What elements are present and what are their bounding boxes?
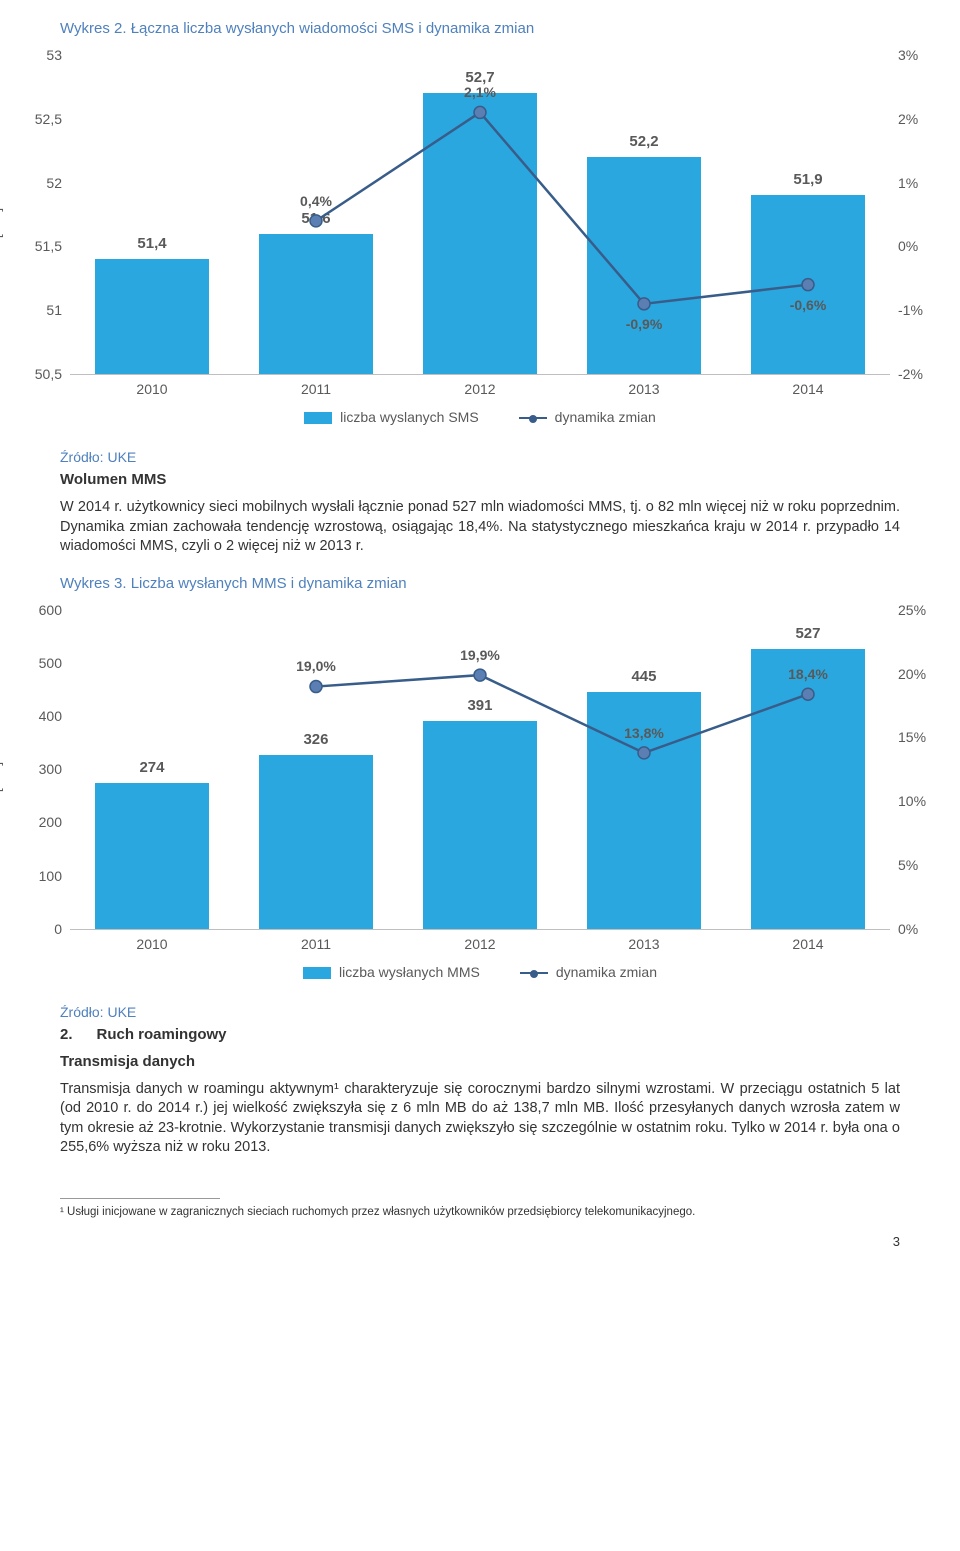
line-marker (310, 215, 322, 227)
line-marker (802, 279, 814, 291)
ytick-left: 100 (10, 868, 70, 884)
ytick-right: 0% (890, 921, 950, 937)
legend-line-label: dynamika zmian (556, 964, 657, 980)
chart1-yunit: [mld] (0, 207, 3, 237)
ytick-right: 5% (890, 857, 950, 873)
line-marker (310, 680, 322, 692)
chart2-source: Źródło: UKE (60, 1004, 900, 1020)
ytick-left: 0 (10, 921, 70, 937)
x-category: 2012 (398, 381, 562, 397)
ytick-right: 1% (890, 175, 950, 191)
x-category: 2010 (70, 936, 234, 952)
chart1-source: Źródło: UKE (60, 449, 900, 465)
ytick-left: 52,5 (10, 111, 70, 127)
section-2-title: Ruch roamingowy (97, 1026, 227, 1043)
x-category: 2011 (234, 381, 398, 397)
legend-line-label: dynamika zmian (555, 409, 656, 425)
legend-bar-swatch (304, 412, 332, 424)
x-category: 2014 (726, 936, 890, 952)
line-label: 19,0% (296, 658, 336, 674)
ytick-right: 0% (890, 238, 950, 254)
line-label: -0,6% (790, 297, 827, 313)
trend-line (316, 675, 808, 753)
line-label: 13,8% (624, 725, 664, 741)
ytick-right: -2% (890, 366, 950, 382)
ytick-right: -1% (890, 302, 950, 318)
transmisja-heading: Transmisja danych (60, 1053, 900, 1070)
chart1: [mld] 5352,55251,55150,5 3%2%1%0%-1%-2% … (70, 55, 890, 425)
ytick-right: 3% (890, 47, 950, 63)
ytick-left: 400 (10, 708, 70, 724)
footnote-separator (60, 1198, 220, 1199)
page-number: 3 (60, 1234, 900, 1249)
chart2-legend: liczba wysłanych MMS dynamika zmian (70, 964, 890, 980)
legend-bar-swatch (303, 967, 331, 979)
chart2-title: Wykres 3. Liczba wysłanych MMS i dynamik… (60, 575, 900, 592)
para-mms: W 2014 r. użytkownicy sieci mobilnych wy… (60, 498, 900, 557)
volumen-heading: Wolumen MMS (60, 471, 900, 488)
x-category: 2013 (562, 381, 726, 397)
section-2-heading: 2. Ruch roamingowy (60, 1026, 900, 1043)
chart2-yunit: [mln] (0, 762, 3, 792)
line-label: 2,1% (464, 84, 496, 100)
x-category: 2013 (562, 936, 726, 952)
line-label: 18,4% (788, 666, 828, 682)
line-marker (474, 669, 486, 681)
x-category: 2011 (234, 936, 398, 952)
ytick-left: 300 (10, 761, 70, 777)
line-marker (802, 688, 814, 700)
line-marker (638, 747, 650, 759)
ytick-right: 15% (890, 729, 950, 745)
chart2: [mln] 6005004003002001000 25%20%15%10%5%… (70, 610, 890, 980)
ytick-left: 200 (10, 814, 70, 830)
line-label: 0,4% (300, 193, 332, 209)
ytick-left: 50,5 (10, 366, 70, 382)
ytick-right: 10% (890, 793, 950, 809)
line-marker (474, 106, 486, 118)
ytick-right: 25% (890, 602, 950, 618)
chart1-title: Wykres 2. Łączna liczba wysłanych wiadom… (60, 20, 900, 37)
legend-line-swatch (520, 972, 548, 974)
line-label: -0,9% (626, 316, 663, 332)
ytick-left: 53 (10, 47, 70, 63)
trend-line (316, 112, 808, 303)
line-label: 19,9% (460, 647, 500, 663)
legend-line-swatch (519, 417, 547, 419)
ytick-right: 20% (890, 666, 950, 682)
ytick-left: 600 (10, 602, 70, 618)
ytick-left: 51 (10, 302, 70, 318)
ytick-left: 51,5 (10, 238, 70, 254)
x-category: 2012 (398, 936, 562, 952)
section-2-num: 2. (60, 1026, 73, 1043)
para-roaming: Transmisja danych w roamingu aktywnym¹ c… (60, 1080, 900, 1158)
legend-bar-label: liczba wyslanych SMS (340, 409, 479, 425)
ytick-left: 52 (10, 175, 70, 191)
footnote: ¹ Usługi inicjowane w zagranicznych siec… (60, 1205, 900, 1220)
x-category: 2014 (726, 381, 890, 397)
x-category: 2010 (70, 381, 234, 397)
line-marker (638, 298, 650, 310)
chart1-legend: liczba wyslanych SMS dynamika zmian (70, 409, 890, 425)
ytick-right: 2% (890, 111, 950, 127)
ytick-left: 500 (10, 655, 70, 671)
legend-bar-label: liczba wysłanych MMS (339, 964, 480, 980)
